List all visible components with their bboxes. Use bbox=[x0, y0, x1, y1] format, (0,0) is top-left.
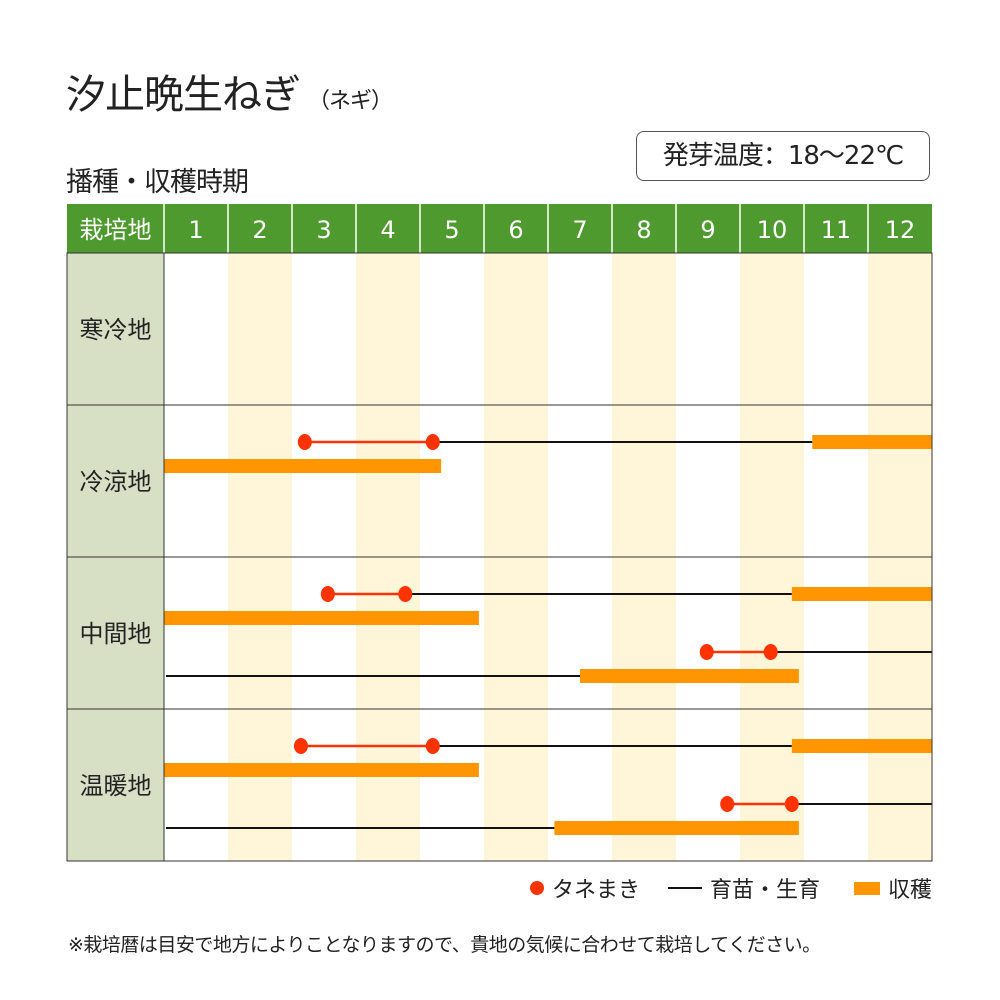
footnote: ※栽培暦は目安で地方によりことなりますので、貴地の気候に合わせて栽培してください… bbox=[68, 934, 821, 956]
month-label: 9 bbox=[700, 216, 715, 244]
month-label: 3 bbox=[316, 216, 331, 244]
month-label: 8 bbox=[636, 216, 651, 244]
harvest-bar bbox=[791, 739, 932, 753]
harvest-bar bbox=[791, 587, 932, 601]
sowing-start-dot bbox=[720, 796, 735, 812]
harvest-bar bbox=[164, 611, 479, 625]
sowing-start-dot bbox=[293, 738, 308, 754]
title-text: 汐止晩生ねぎ bbox=[66, 72, 301, 118]
month-label: 12 bbox=[885, 216, 916, 244]
region-label: 寒冷地 bbox=[80, 316, 152, 344]
month-label: 1 bbox=[188, 216, 203, 244]
sowing-end-dot bbox=[763, 644, 778, 660]
month-label: 7 bbox=[572, 216, 587, 244]
chart-subtitle: 播種・収穫時期 bbox=[66, 167, 249, 198]
region-label: 温暖地 bbox=[80, 772, 152, 800]
harvest-bar bbox=[812, 435, 932, 449]
region-label: 中間地 bbox=[80, 620, 152, 648]
chart-border bbox=[66, 252, 933, 862]
harvest-bar bbox=[164, 763, 479, 777]
sowing-start-dot bbox=[297, 434, 312, 450]
legend-harvest-bar-icon bbox=[853, 881, 880, 895]
title-note: （ネギ） bbox=[308, 89, 393, 114]
month-label: 2 bbox=[252, 216, 267, 244]
month-label: 10 bbox=[757, 216, 788, 244]
legend-nursery-label: 育苗・生育 bbox=[709, 878, 820, 903]
legend: タネまき 育苗・生育 収穫 bbox=[529, 872, 932, 904]
sowing-end-dot bbox=[425, 738, 440, 754]
header-label: 栽培地 bbox=[80, 216, 152, 244]
header-bar bbox=[67, 204, 932, 253]
region-label: 冷涼地 bbox=[80, 468, 152, 496]
legend-sowing-label: タネまき bbox=[551, 878, 640, 903]
month-label: 11 bbox=[821, 216, 852, 244]
legend-harvest-label: 収穫 bbox=[887, 878, 932, 903]
sowing-end-dot bbox=[784, 796, 799, 812]
legend-nursery-line-icon bbox=[667, 887, 702, 889]
harvest-bar bbox=[164, 459, 442, 473]
month-label: 5 bbox=[444, 216, 459, 244]
sowing-end-dot bbox=[425, 434, 440, 450]
page-title: 汐止晩生ねぎ （ネギ） bbox=[66, 62, 393, 120]
harvest-bar bbox=[554, 821, 799, 835]
month-label: 6 bbox=[508, 216, 523, 244]
sowing-start-dot bbox=[320, 586, 335, 602]
germination-temp-badge: 発芽温度：18～22℃ bbox=[636, 131, 930, 181]
month-label: 4 bbox=[380, 216, 395, 244]
harvest-bar bbox=[580, 669, 799, 683]
sowing-start-dot bbox=[699, 644, 714, 660]
sowing-end-dot bbox=[398, 586, 413, 602]
legend-sowing-dot-icon bbox=[529, 881, 544, 895]
